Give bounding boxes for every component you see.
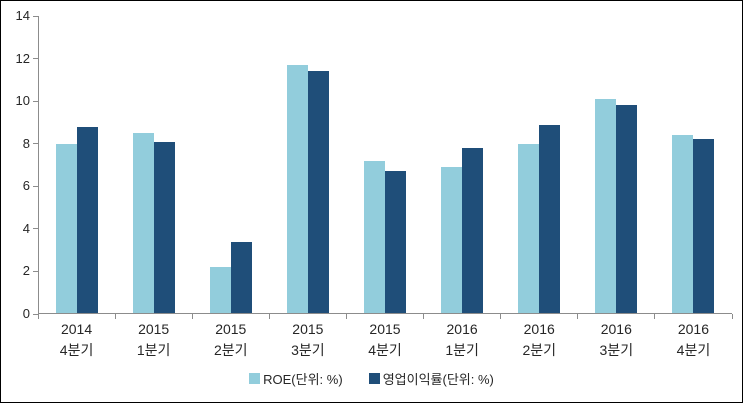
x-tick-mark-8 [654,314,656,319]
bar-op-margin-1 [153,141,175,314]
y-tick-mark-4 [33,228,38,230]
x-category-label-line: 4분기 [676,342,711,358]
y-axis-line [38,16,39,314]
x-category-label-line: 2분기 [214,342,248,358]
y-tick-mark-6 [33,185,38,187]
x-tick-mark-9 [731,314,733,319]
bar-op-margin-7 [616,105,638,314]
x-tick-mark-4 [345,314,347,319]
x-category-label-line: 2015 [369,321,401,337]
bar-roe-8 [672,135,694,314]
x-category-label-7: 2016 3분기 [578,319,655,361]
bar-op-margin-2 [230,241,252,314]
x-tick-mark-5 [423,314,425,319]
x-category-label-line: 1분기 [136,342,171,358]
bar-roe-2 [209,267,231,314]
bar-roe-7 [595,99,617,314]
y-tick-mark-0 [33,313,38,315]
bar-op-margin-6 [539,124,561,314]
x-axis-line [38,313,732,314]
y-tick-label-0: 0 [22,306,30,321]
bar-roe-3 [286,64,308,314]
x-category-label-line: 1분기 [445,342,479,358]
x-category-label-line: 2016 [523,321,555,337]
bar-roe-1 [132,133,154,314]
x-category-label-line: 3분기 [599,342,634,358]
x-category-label-line: 2016 [446,321,478,337]
x-category-label-line: 2015 [215,321,247,337]
y-tick-mark-2 [33,270,38,272]
y-tick-label-2: 2 [22,263,30,279]
bar-roe-6 [518,143,540,314]
bar-op-margin-4 [385,171,406,314]
y-tick-mark-12 [33,58,38,60]
bar-roe-5 [441,167,463,314]
x-category-label-6: 2016 2분기 [501,319,578,361]
x-category-label-line: 3분기 [291,342,325,358]
legend-item-op-margin: 영업이익률(단위: %) [368,369,494,388]
plot-area: 0 2 4 6 8 10 12 14 2014 4분기 2015 1분기 2015 2분기 2015 3분기 2… [16,8,733,358]
bar-op-margin-8 [693,139,715,314]
x-tick-mark-3 [268,314,270,319]
x-tick-mark-0 [37,314,39,319]
legend: ROE(단위: %) 영업이익률(단위: %) [1,365,742,391]
y-tick-mark-8 [33,143,38,145]
x-category-label-line: 2015 [138,321,170,337]
bar-op-margin-5 [462,147,484,314]
x-category-label-3: 2015 3분기 [269,319,346,361]
x-category-label-line: 2015 [292,321,324,337]
x-category-label-line: 2016 [677,321,709,337]
x-tick-mark-6 [500,314,502,319]
x-category-label-2: 2015 2분기 [192,319,269,361]
x-tick-mark-1 [114,314,116,319]
y-tick-label-8: 8 [22,135,30,151]
y-tick-mark-10 [33,100,38,102]
x-tick-mark-2 [191,314,193,319]
y-tick-label-6: 6 [22,178,30,194]
x-category-label-line: 4분기 [368,342,402,358]
y-tick-label-4: 4 [22,220,30,236]
x-category-label-4: 2015 4분기 [346,319,423,361]
bar-roe-4 [364,160,385,314]
x-category-label-line: 2분기 [522,342,556,358]
x-category-label-line: 2016 [600,321,632,337]
x-category-label-line: 4분기 [59,342,94,358]
x-category-label-0: 2014 4분기 [38,319,115,361]
y-tick-mark-14 [33,15,38,17]
legend-swatch-op-margin-icon [368,372,380,384]
x-category-label-line: 2014 [60,321,93,337]
bar-roe-0 [55,143,77,314]
legend-label-roe: ROE(단위: %) [263,371,343,387]
x-category-label-1: 2015 1분기 [115,319,192,361]
x-category-label-8: 2016 4분기 [655,319,732,361]
legend-swatch-roe-icon [249,372,261,384]
y-tick-label-12: 12 [15,50,30,66]
x-category-label-5: 2016 1분기 [424,319,501,361]
legend-item-roe: ROE(단위: %) [249,369,343,388]
legend-label-op-margin: 영업이익률(단위: %) [382,371,494,387]
bar-op-margin-3 [307,71,329,314]
y-tick-label-14: 14 [15,8,30,23]
y-tick-label-10: 10 [15,93,30,109]
bar-op-margin-0 [76,126,98,314]
x-tick-mark-7 [577,314,579,319]
